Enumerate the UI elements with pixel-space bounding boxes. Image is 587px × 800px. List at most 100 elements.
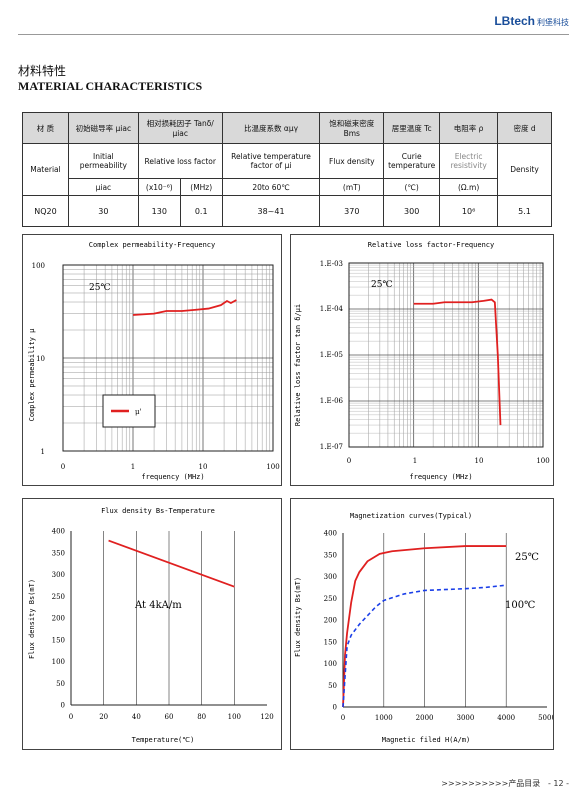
- series-mu-line: [132, 299, 237, 316]
- y-tick-1e-5: 1.E-05: [320, 351, 343, 359]
- th-en-density: Density: [497, 143, 552, 196]
- x-tick-label: 0: [69, 713, 73, 721]
- series-flux-line: [108, 539, 235, 588]
- y-axis-label: Flux density Bs(mT): [294, 577, 302, 657]
- y-axis-label: Complex permeability μ: [28, 328, 36, 422]
- legend-label: μ': [135, 408, 142, 416]
- unit-loss: (x10⁻⁶): [137, 178, 181, 196]
- chart-title: Magnetization curves(Typical): [350, 512, 472, 520]
- series-100c-line: [342, 584, 507, 708]
- y-tick-label: 50: [56, 680, 65, 688]
- footer-text: >>>>>>>>>>产品目录: [441, 779, 541, 788]
- y-tick-label: 400: [324, 530, 337, 538]
- temp-annotation: 25℃: [371, 280, 393, 290]
- unit-permeability: μiac: [67, 178, 139, 196]
- x-tick-label: 0: [341, 714, 345, 722]
- x-tick-10: 10: [199, 463, 208, 471]
- permeability-plot: Complex permeability-Frequency 25℃ μ' Co…: [28, 241, 280, 481]
- y-tick-label: 350: [52, 549, 65, 557]
- flux-temperature-plot: Flux density Bs-Temperature 0 50 100 150 200…: [28, 507, 274, 744]
- x-tick-1: 1: [131, 463, 135, 471]
- x-tick-1: 1: [413, 457, 417, 465]
- th-en-loss: Relative loss factor: [137, 143, 223, 179]
- cell-loss: 130: [137, 195, 181, 227]
- y-tick-label: 200: [324, 617, 337, 625]
- y-tick-label: 250: [52, 593, 65, 601]
- x-tick-label: 80: [197, 713, 206, 721]
- chart-title: Relative loss factor-Frequency: [368, 241, 494, 249]
- cell-flux: 370: [319, 195, 385, 227]
- y-tick-1e-7: 1.E-07: [320, 443, 343, 451]
- chart-magnetization: Magnetization curves(Typical) 0 50 100 150 2…: [290, 498, 554, 750]
- x-tick-label: 120: [260, 713, 273, 721]
- cell-resistivity: 10⁶: [439, 195, 499, 227]
- x-tick-10: 10: [475, 457, 484, 465]
- chart-title: Complex permeability-Frequency: [89, 241, 215, 249]
- x-axis-label: frequency (MHz): [141, 473, 204, 481]
- y-axis-label: Flux density Bs(mT): [28, 579, 36, 659]
- y-tick-1: 1: [41, 448, 45, 456]
- th-cn-loss: 相对损耗因子 Tanδ/μiac: [137, 112, 223, 144]
- plot-frame: [348, 262, 544, 448]
- material-table: 材 质 初始磁导率 μiac 相对损耗因子 Tanδ/μiac 比温度系数 αμ…: [22, 112, 552, 227]
- th-cn-flux: 饱和磁束密度 Bms: [319, 112, 385, 144]
- condition-annotation: At 4kA/m: [134, 600, 182, 611]
- y-tick-label: 150: [52, 636, 65, 644]
- th-cn-resistivity: 电阻率 ρ: [439, 112, 499, 144]
- chart-loss-factor: Relative loss factor-Frequency 25℃ Relat…: [290, 234, 554, 486]
- unit-flux: (mT): [319, 178, 385, 196]
- section-title-cn: 材料特性: [18, 64, 67, 78]
- y-tick-label: 250: [324, 595, 337, 603]
- cell-curie: 300: [383, 195, 441, 227]
- y-tick-1e-3: 1.E-03: [320, 260, 343, 268]
- chart-flux-temperature: Flux density Bs-Temperature 0 50 100 150 200…: [22, 498, 282, 750]
- th-cn-density: 密度 d: [497, 112, 552, 144]
- y-tick-label: 0: [333, 704, 337, 712]
- series-25c-line: [342, 545, 507, 708]
- x-tick-label: 4000: [497, 714, 515, 722]
- chart-title: Flux density Bs-Temperature: [101, 507, 215, 515]
- x-tick-100: 100: [266, 463, 279, 471]
- page-footer: >>>>>>>>>>产品目录 - 12 -: [441, 778, 569, 789]
- y-tick-1e-4: 1.E-04: [320, 305, 344, 313]
- th-en-material: Material: [22, 143, 69, 196]
- x-axis-label: Temperature(℃): [132, 736, 195, 744]
- cell-permeability: 30: [67, 195, 139, 227]
- th-en-temp-factor: Relative temperature factor of μi: [221, 143, 321, 179]
- label-100c: 100℃: [505, 600, 535, 611]
- th-en-permeability: Initial permeability: [67, 143, 139, 179]
- cell-density: 5.1: [497, 195, 552, 227]
- brand-logo: LBtech 利堡科技: [494, 14, 569, 28]
- temp-annotation: 25℃: [89, 283, 111, 293]
- series-loss-line: [413, 298, 502, 426]
- th-en-curie: Curie temperature: [383, 143, 441, 179]
- x-tick-label: 1000: [375, 714, 393, 722]
- y-tick-label: 300: [324, 573, 337, 581]
- label-25c: 25℃: [515, 552, 539, 563]
- y-tick-label: 200: [52, 615, 65, 623]
- y-tick-label: 350: [324, 551, 337, 559]
- x-tick-label: 2000: [416, 714, 434, 722]
- magnetization-plot: Magnetization curves(Typical) 0 50 100 150 2…: [294, 512, 553, 744]
- x-axis-label: frequency (MHz): [409, 473, 472, 481]
- unit-resistivity: (Ω.m): [439, 178, 499, 196]
- unit-temp-range: 20to 60℃: [221, 178, 321, 196]
- plot-frame: [62, 264, 274, 452]
- x-tick-label: 40: [132, 713, 141, 721]
- cell-material: NQ20: [22, 195, 69, 227]
- x-tick-0: 0: [347, 457, 351, 465]
- y-tick-10: 10: [36, 355, 45, 363]
- cell-freq: 0.1: [179, 195, 223, 227]
- y-tick-label: 400: [52, 528, 65, 536]
- x-tick-label: 100: [228, 713, 241, 721]
- unit-freq: (MHz): [179, 178, 223, 196]
- chart-permeability: Complex permeability-Frequency 25℃ μ' Co…: [22, 234, 282, 486]
- header-divider: [18, 34, 569, 35]
- y-tick-label: 0: [61, 702, 65, 710]
- y-tick-100: 100: [32, 262, 45, 270]
- th-cn-temp-factor: 比温度系数 αμγ: [221, 112, 321, 144]
- th-cn-permeability: 初始磁导率 μiac: [67, 112, 139, 144]
- logo-text: LBtech: [494, 14, 535, 28]
- x-tick-0: 0: [61, 463, 65, 471]
- x-tick-label: 3000: [456, 714, 474, 722]
